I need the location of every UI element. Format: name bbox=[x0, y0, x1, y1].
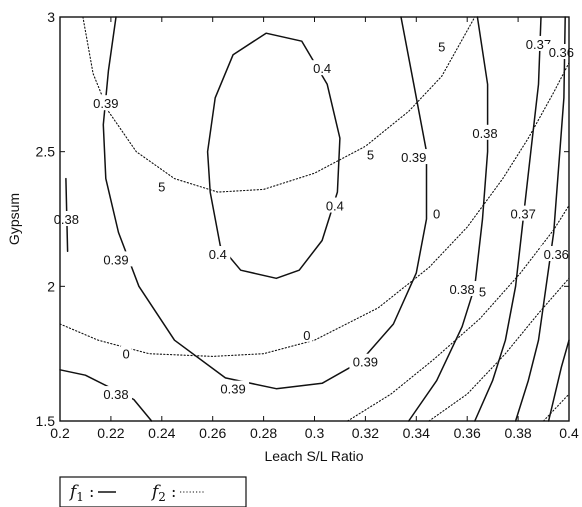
contour-label: 0.39 bbox=[220, 382, 245, 397]
contour-label: 0.39 bbox=[93, 96, 118, 111]
y-tick-label: 2.5 bbox=[36, 144, 56, 160]
y-tick-label: 2 bbox=[47, 278, 55, 294]
contour-label-bg bbox=[540, 246, 573, 262]
contour-label-bg bbox=[436, 38, 448, 54]
f2-contour-5 bbox=[347, 204, 570, 422]
contour-label: 0.4 bbox=[326, 199, 344, 214]
x-tick-label: 0.22 bbox=[97, 425, 124, 441]
contour-label-bg bbox=[364, 146, 376, 162]
contour-label-bg bbox=[431, 205, 443, 221]
contour-label-bg bbox=[89, 95, 122, 111]
contour-label-bg bbox=[99, 251, 132, 267]
contour-label: 5 bbox=[479, 285, 486, 300]
contour-label: 0 bbox=[303, 328, 310, 343]
contour-label: 0.38 bbox=[472, 126, 497, 141]
f1-contour-0.38 bbox=[407, 16, 489, 422]
contour-label: 0.38 bbox=[449, 282, 474, 297]
contour-label: 0.36 bbox=[544, 247, 569, 262]
contour-label-bg bbox=[120, 345, 132, 361]
x-tick-label: 0.32 bbox=[352, 425, 379, 441]
contour-label: 0.38 bbox=[54, 212, 79, 227]
contour-label-bg bbox=[99, 386, 132, 402]
legend-label-1: f1 : bbox=[68, 482, 94, 504]
contour-label: 0 bbox=[123, 347, 130, 362]
contour-label-bg bbox=[301, 326, 313, 342]
x-axis-title: Leach S/L Ratio bbox=[264, 448, 363, 464]
legend-label-2: f2 : bbox=[150, 482, 176, 504]
f2-contour-0 bbox=[428, 277, 570, 422]
x-tick-label: 0.38 bbox=[504, 425, 531, 441]
contour-label-bg bbox=[309, 60, 335, 76]
contour-label: 5 bbox=[367, 147, 374, 162]
contour-label: 0.4 bbox=[313, 61, 331, 76]
y-tick-label: 1.5 bbox=[36, 413, 56, 429]
contour-label: 5 bbox=[158, 180, 165, 195]
x-axis: 0.2 0.22 0.24 0.26 0.28 0.3 0.32 0.34 0.36 0.38 0.… bbox=[50, 17, 579, 441]
legend-box bbox=[59, 476, 247, 507]
contour-label-bg bbox=[507, 205, 540, 221]
x-tick-label: 0.26 bbox=[199, 425, 226, 441]
contour-label: 0.39 bbox=[401, 150, 426, 165]
y-axis-title: Gypsum bbox=[6, 193, 22, 245]
contour-label-bg bbox=[205, 246, 231, 262]
contour-label: 0.36 bbox=[549, 45, 574, 60]
plot-frame bbox=[59, 16, 570, 422]
contour-label: 0.4 bbox=[209, 247, 227, 262]
contour-label: 0.39 bbox=[353, 355, 378, 370]
contour-label: 0.37 bbox=[526, 37, 551, 52]
contour-label: 0.37 bbox=[511, 207, 536, 222]
x-tick-label: 0.24 bbox=[148, 425, 175, 441]
contour-label-bg bbox=[476, 283, 488, 299]
y-tick-label: 3 bbox=[47, 9, 55, 25]
x-tick-label: 0.34 bbox=[403, 425, 430, 441]
contour-label: 0 bbox=[433, 207, 440, 222]
x-tick-label: 0.2 bbox=[50, 425, 70, 441]
contour-label: 0.38 bbox=[103, 387, 128, 402]
contour-label-bg bbox=[349, 353, 382, 369]
y-axis: 1.5 2 2.5 3 bbox=[36, 9, 569, 429]
f1-contour-0.4 bbox=[206, 32, 341, 280]
contour-label-bg bbox=[469, 124, 502, 140]
x-tick-label: 0.28 bbox=[250, 425, 277, 441]
f1-contour-0.39 bbox=[102, 16, 428, 390]
contour-label-bg bbox=[446, 281, 479, 297]
legend: f1 : f2 : bbox=[59, 476, 247, 507]
contour-label-bg bbox=[217, 380, 250, 396]
f2-contour-unlabeled bbox=[542, 393, 570, 422]
f2-contour-0 bbox=[59, 62, 570, 357]
contour-label-bg bbox=[50, 211, 83, 226]
contour-label-bg bbox=[322, 197, 348, 213]
contour-labels: 0.4 0.4 0.4 0.39 0.39 0.39 0.39 0.39 0.38 0.38 0.3… bbox=[50, 35, 578, 402]
f1-contour-0.37 bbox=[474, 16, 542, 422]
x-tick-label: 0.4 bbox=[559, 425, 579, 441]
plot-background bbox=[60, 17, 569, 421]
contour-label-bg bbox=[397, 149, 430, 165]
f1-contour-unlabeled bbox=[547, 339, 570, 422]
contour-label: 0.39 bbox=[103, 252, 128, 267]
x-tick-label: 0.3 bbox=[305, 425, 325, 441]
contour-label-bg bbox=[156, 178, 168, 194]
x-tick-label: 0.36 bbox=[454, 425, 481, 441]
contour-label: 5 bbox=[438, 40, 445, 55]
